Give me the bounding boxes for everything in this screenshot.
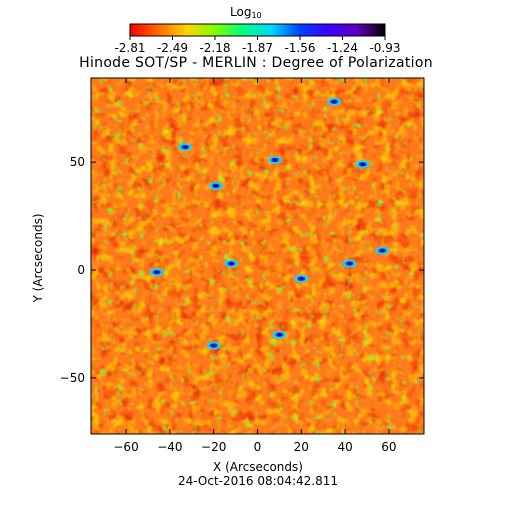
x-tick-label: −20 — [201, 440, 226, 454]
polarization-patch — [272, 330, 287, 339]
colorbar-tick-label: -2.49 — [156, 41, 189, 55]
x-tick-label: −60 — [113, 440, 138, 454]
polarization-patch — [208, 181, 223, 190]
y-axis-label: Y (Arcseconds) — [31, 213, 45, 303]
polarization-patch — [178, 143, 193, 152]
colorbar-title: Log10 — [230, 5, 262, 20]
x-tick-label: 0 — [254, 440, 262, 454]
axis-ticks — [91, 78, 424, 434]
x-tick-label: −40 — [157, 440, 182, 454]
polarization-patch — [149, 268, 164, 277]
x-tick-label: 20 — [294, 440, 309, 454]
polarization-patch — [224, 259, 239, 268]
x-axis-label: X (Arcseconds) — [213, 460, 303, 474]
colorbar-tick-label: -1.87 — [241, 41, 274, 55]
polarization-patch — [294, 274, 309, 283]
colorbar-tick-labels: -2.81 -2.49 -2.18 -1.87 -1.56 -1.24 -0.93 — [0, 41, 512, 55]
polarization-patch — [268, 155, 283, 164]
polarization-patch — [375, 246, 390, 255]
y-tick-label: 0 — [77, 263, 85, 277]
high-polarization-patches — [149, 97, 390, 350]
x-tick-label: 60 — [381, 440, 396, 454]
x-tick-label: 40 — [337, 440, 352, 454]
y-tick-label: 50 — [70, 155, 85, 169]
colorbar-tick-label: -2.18 — [199, 41, 231, 55]
colorbar-ticks — [129, 36, 386, 40]
colorbar-tick-label: -1.56 — [284, 41, 316, 55]
colorbar — [129, 23, 386, 37]
colorbar-tick-label: -2.81 — [114, 41, 146, 55]
y-tick-label: −50 — [60, 371, 85, 385]
axis-tick-labels: −60 −40 −20 0 20 40 60 −50 0 50 — [60, 155, 397, 454]
chart-title: Hinode SOT/SP - MERLIN : Degree of Polar… — [79, 55, 433, 71]
colorbar-tick-label: -0.93 — [369, 41, 401, 55]
timestamp: 24-Oct-2016 08:04:42.811 — [178, 474, 338, 488]
polarization-patch — [206, 341, 221, 350]
heatmap-image — [91, 78, 424, 434]
polarization-patch — [327, 97, 342, 106]
polarization-patch — [355, 160, 370, 169]
polarization-patch — [342, 259, 357, 268]
colorbar-tick-label: -1.24 — [326, 41, 359, 55]
heatmap-texture-green — [91, 78, 424, 434]
